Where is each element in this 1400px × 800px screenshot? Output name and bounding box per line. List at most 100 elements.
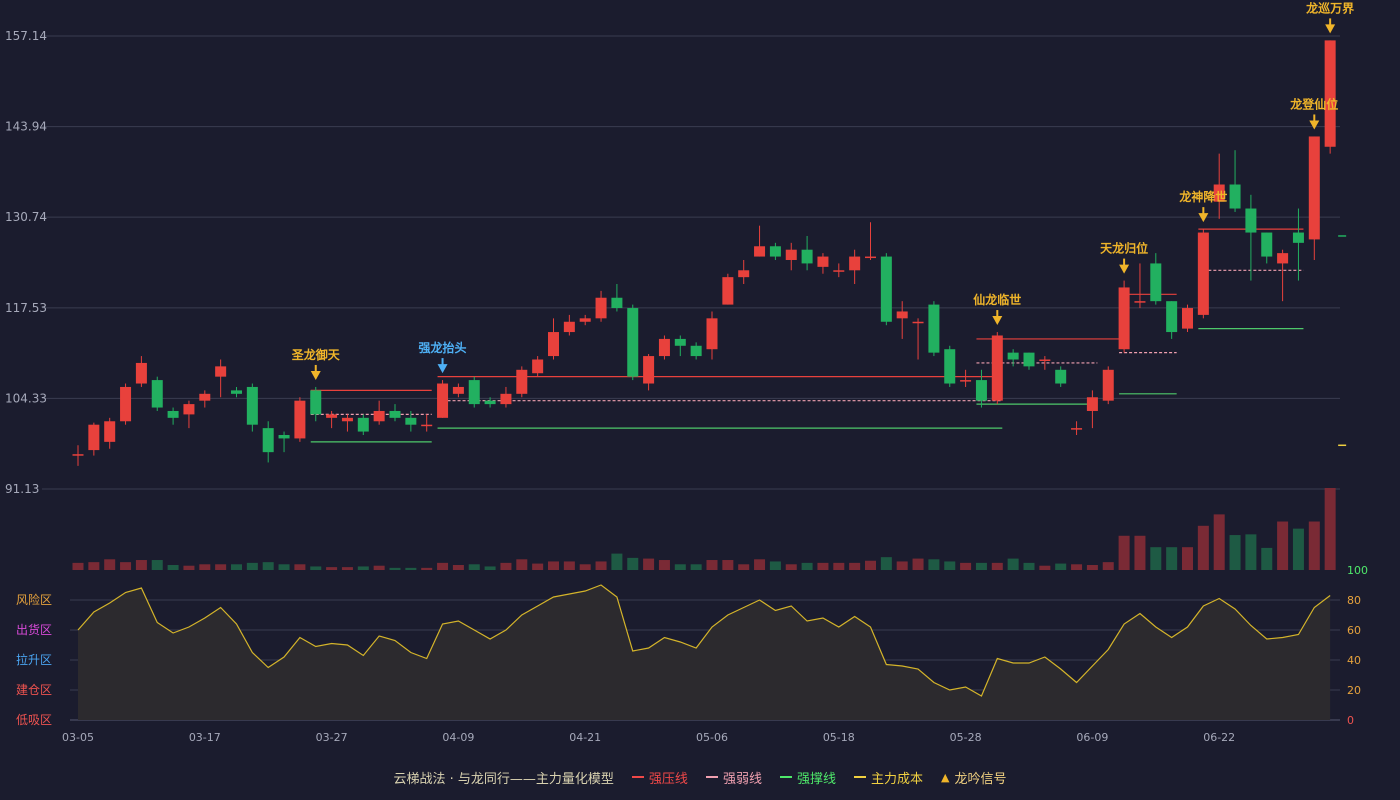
volume-bar	[452, 565, 464, 570]
volume-bar	[706, 560, 718, 570]
volume-bar	[532, 563, 544, 570]
candle-body	[722, 277, 734, 305]
volume-bar	[849, 562, 861, 570]
date-tick-label: 06-09	[1076, 731, 1108, 744]
candle-body	[294, 400, 306, 439]
volume-bar	[135, 560, 147, 570]
candle-body	[532, 359, 544, 374]
candle-body	[1023, 352, 1035, 367]
candle-body	[452, 386, 464, 394]
legend-item-weak: 强弱线	[705, 768, 762, 787]
volume-bar	[754, 559, 766, 570]
candle-body	[991, 335, 1003, 401]
volume-bar	[421, 567, 433, 570]
volume-bar	[278, 564, 290, 570]
date-tick-label: 04-21	[569, 731, 601, 744]
support-line-swatch-icon	[779, 776, 792, 778]
signal-label: 强龙抬头	[419, 340, 467, 355]
volume-bar	[262, 562, 274, 570]
candle-body	[1007, 352, 1019, 360]
signal-arrow-icon	[310, 370, 321, 380]
candle-body	[437, 383, 449, 418]
volume-bar	[595, 561, 607, 570]
volume-bar	[72, 562, 84, 570]
price-tick-label: 91.13	[5, 482, 39, 496]
candle-body	[405, 417, 417, 425]
volume-bar	[120, 562, 132, 570]
volume-bar	[960, 562, 972, 570]
volume-bar	[1261, 547, 1273, 570]
volume-bar	[1308, 521, 1320, 570]
volume-bar	[865, 560, 876, 570]
legend-item-signal: ▲ 龙吟信号	[941, 768, 1006, 787]
volume-bar	[437, 562, 449, 570]
candle-body	[912, 321, 924, 324]
candle-body	[484, 400, 496, 405]
volume-bar	[643, 558, 655, 570]
candle-body	[104, 421, 116, 442]
volume-bar	[357, 566, 369, 570]
date-tick-label: 05-06	[696, 731, 728, 744]
candle-body	[231, 390, 242, 394]
candle-body	[1086, 397, 1098, 411]
volume-bar	[975, 562, 987, 570]
signal-label: 龙神降世	[1179, 189, 1227, 204]
candle-body	[865, 256, 876, 259]
candle-body	[1071, 428, 1083, 430]
volume-bar	[1245, 534, 1257, 570]
date-tick-label: 05-28	[950, 731, 982, 744]
volume-bar	[468, 564, 480, 570]
candle-body	[548, 332, 559, 357]
candle-body	[389, 410, 401, 418]
volume-bar	[627, 557, 639, 570]
candle-body	[326, 414, 338, 418]
price-tick-label: 130.74	[5, 210, 47, 224]
volume-bar	[880, 557, 892, 570]
candle-body	[754, 246, 766, 257]
volume-bar	[611, 553, 623, 570]
volume-bar	[690, 564, 702, 570]
volume-bar	[310, 566, 322, 570]
volume-bar	[1277, 521, 1289, 570]
candle-body	[563, 321, 575, 333]
candle-body	[1055, 369, 1067, 384]
candle-body	[785, 249, 797, 260]
signal-arrow-icon	[1198, 213, 1209, 223]
candle-body	[1245, 208, 1257, 233]
date-tick-label: 06-22	[1203, 731, 1235, 744]
candle-body	[1102, 369, 1114, 401]
candle-body	[975, 380, 987, 401]
candle-body	[738, 270, 750, 278]
candle-body	[595, 297, 607, 319]
candle-body	[690, 345, 702, 357]
candle-body	[215, 366, 227, 377]
volume-bar	[1007, 558, 1019, 570]
legend-item-pressure: 强压线	[631, 768, 688, 787]
volume-bar	[405, 567, 417, 570]
volume-bar	[1197, 525, 1209, 570]
volume-bar	[722, 560, 734, 570]
legend-label: 主力成本	[870, 771, 923, 787]
pressure-line-swatch-icon	[631, 776, 644, 778]
candle-body	[1150, 263, 1162, 302]
volume-bar	[785, 564, 797, 570]
signal-arrow-icon	[1325, 24, 1336, 34]
candle-body	[373, 410, 385, 422]
candle-body	[183, 404, 195, 415]
osc-tick-label: 0	[1347, 714, 1354, 727]
volume-bar	[167, 565, 179, 570]
candle-body	[167, 410, 179, 418]
volume-bar	[389, 567, 401, 570]
volume-bar	[104, 559, 116, 570]
volume-bar	[928, 559, 940, 570]
candle-body	[960, 380, 972, 382]
legend-label: 强弱线	[722, 771, 762, 787]
volume-bar	[88, 562, 100, 570]
volume-bar	[246, 562, 258, 570]
signal-arrow-icon	[992, 316, 1003, 326]
candle-body	[1229, 184, 1241, 209]
candle-body	[1292, 232, 1304, 243]
legend-title: 云梯战法 · 与龙同行——主力量化模型	[393, 771, 614, 787]
signal-arrow-icon	[1309, 120, 1320, 130]
oscillator-line	[77, 584, 1331, 697]
